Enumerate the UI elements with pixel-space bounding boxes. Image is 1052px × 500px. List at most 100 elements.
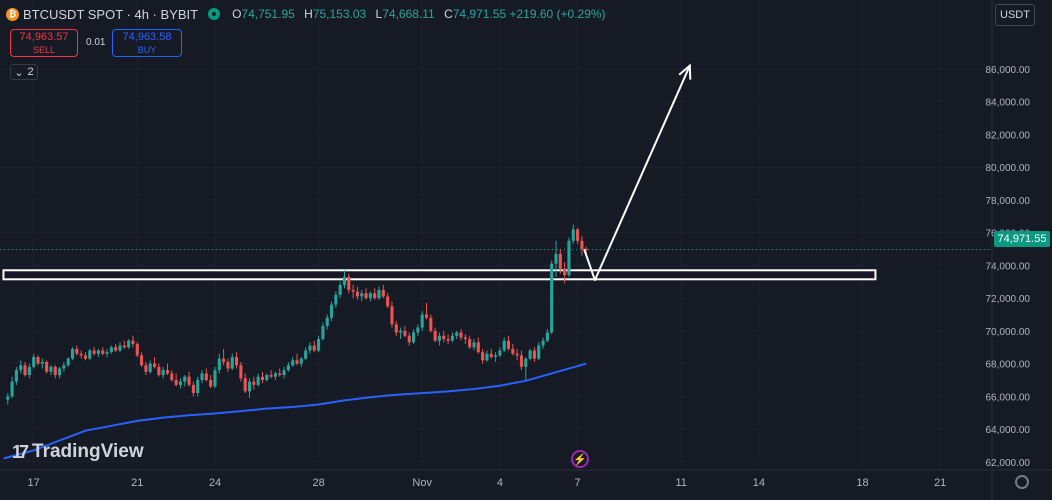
y-tick-label: 82,000.00 (986, 130, 1031, 141)
lightning-icon[interactable]: ⚡ (571, 450, 589, 468)
candle-body (45, 361, 49, 372)
candle-body (230, 357, 234, 369)
y-tick-label: 80,000.00 (986, 163, 1031, 174)
x-tick-label: 7 (575, 477, 581, 489)
candle-body (256, 376, 260, 385)
candle-body (308, 345, 312, 351)
chevron-down-icon: ⌄ (14, 66, 24, 79)
candle-body (489, 353, 493, 358)
candle-body (135, 343, 139, 356)
symbol-title[interactable]: BTCUSDT SPOT · 4h · BYBIT (23, 6, 199, 22)
candle-body (36, 357, 40, 364)
y-tick-label: 62,000.00 (986, 458, 1031, 469)
chart-header: ₿ BTCUSDT SPOT · 4h · BYBIT O74,751.95 H… (6, 5, 612, 23)
y-tick-label: 64,000.00 (986, 425, 1031, 436)
candle-body (70, 348, 75, 359)
y-tick-label: 74,000.00 (986, 261, 1031, 272)
x-tick-label: 14 (753, 477, 765, 489)
arrow-path (583, 65, 691, 282)
candle-body (278, 373, 282, 376)
candle-body (222, 358, 226, 362)
candle-body (580, 240, 584, 249)
ohlc-values: O74,751.95 H75,153.03 L74,668.11 C74,971… (232, 7, 606, 21)
candle-body (485, 353, 489, 361)
candle-body (338, 285, 342, 295)
candle-body (92, 350, 96, 354)
candle-body (148, 363, 152, 372)
candle-body (83, 355, 88, 359)
buy-label: BUY (137, 45, 157, 55)
candle-body (506, 340, 511, 349)
candle-body (260, 376, 265, 380)
candle-body (152, 363, 157, 367)
indicator-count: 2 (27, 66, 34, 78)
candle-body (498, 350, 502, 356)
candle-body (519, 355, 524, 367)
last-price-label: 74,971.55 (994, 231, 1050, 247)
candle-body (58, 368, 62, 376)
candle-body (114, 347, 118, 351)
candle-body (325, 317, 329, 326)
candle-body (109, 347, 113, 353)
tradingview-logo[interactable]: 17 TradingView (12, 441, 144, 463)
candle-body (247, 381, 252, 392)
candle-body (19, 365, 23, 371)
candle-body (10, 381, 14, 397)
resistance-zone[interactable] (2, 269, 877, 281)
candle-body (563, 268, 567, 276)
candle-body (377, 289, 381, 299)
candlesticks (6, 224, 588, 405)
candle-body (196, 379, 200, 394)
indicators-collapse-button[interactable]: ⌄ 2 (10, 64, 38, 80)
candle-body (127, 340, 131, 348)
ma-line (3, 362, 587, 460)
candle-body (217, 358, 221, 371)
candle-body (239, 365, 243, 379)
candle-body (170, 373, 174, 380)
projection-arrow[interactable] (583, 63, 692, 282)
candle-body (183, 376, 187, 382)
candle-body (511, 348, 515, 354)
candle-body (6, 396, 10, 400)
eye-icon[interactable] (208, 8, 221, 20)
candle-body (528, 350, 532, 359)
candle-body (291, 360, 295, 366)
buy-button[interactable]: 74,963.58 BUY (112, 29, 182, 57)
candle-body (537, 345, 541, 359)
sell-button[interactable]: 74,963.57 SELL (10, 29, 78, 57)
gear-icon[interactable] (1015, 475, 1029, 489)
candle-body (502, 340, 506, 351)
candle-body (131, 340, 135, 344)
candle-body (576, 229, 580, 241)
candle-body (567, 240, 571, 276)
candle-body (364, 293, 368, 299)
candle-body (545, 332, 549, 341)
sell-price: 74,963.57 (19, 31, 69, 43)
candle-body (23, 365, 27, 376)
candle-body (524, 358, 528, 367)
candle-body (390, 306, 394, 325)
candle-body (101, 350, 105, 354)
currency-selector[interactable]: USDT (995, 4, 1035, 26)
candle-body (200, 373, 204, 380)
candle-body (122, 345, 126, 348)
candle-body (476, 342, 480, 353)
candle-body (411, 332, 416, 343)
candle-body (191, 384, 195, 394)
x-tick-label: 18 (856, 477, 868, 489)
x-tick-label: 21 (934, 477, 946, 489)
candle-body (66, 358, 70, 366)
candle-body (347, 276, 351, 290)
x-tick-label: 21 (131, 477, 143, 489)
price-axis: 62,000.00 64,000.00 66,000.00 68,000.00 70,0… (986, 0, 1031, 500)
candle-body (243, 378, 247, 392)
x-tick-label: 11 (675, 477, 686, 489)
candle-body (368, 293, 372, 299)
y-tick-label: 72,000.00 (986, 294, 1031, 305)
candle-body (204, 373, 208, 380)
candle-body (442, 335, 446, 340)
candle-body (157, 366, 161, 376)
time-axis: 17 21 24 28 Nov 4 7 11 14 18 21 (0, 469, 1052, 489)
candle-body (424, 314, 429, 318)
